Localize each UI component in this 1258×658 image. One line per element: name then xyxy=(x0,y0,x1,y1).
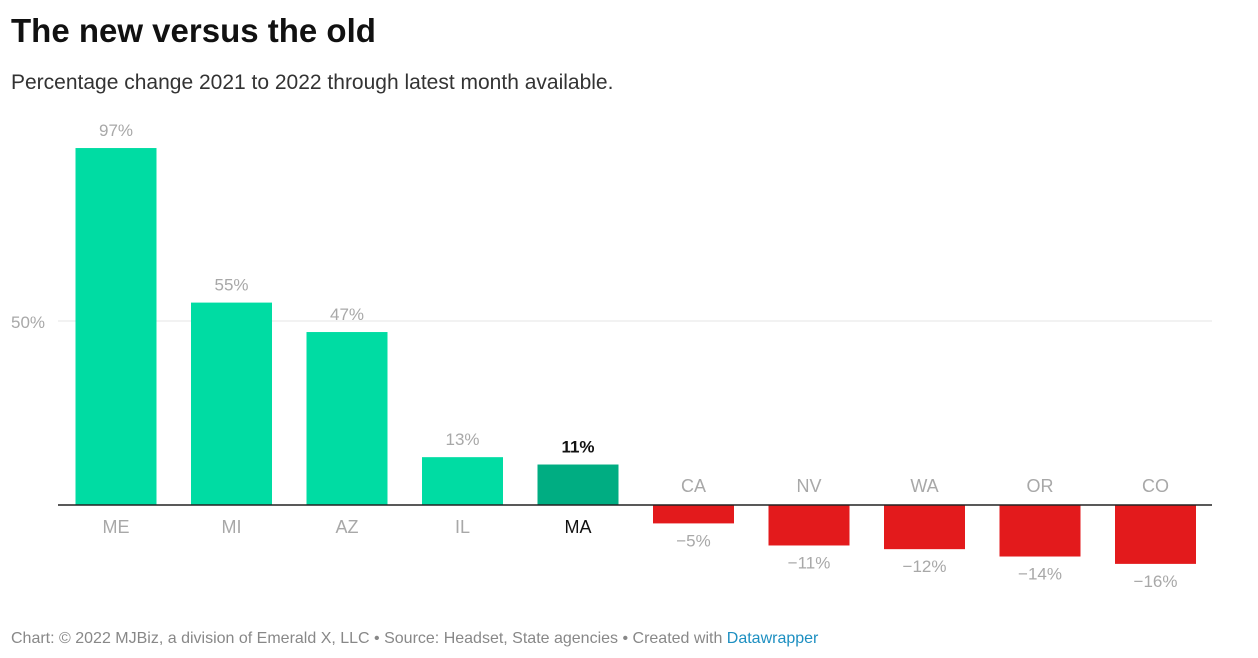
category-label-ma: MA xyxy=(565,517,592,537)
value-label-il: 13% xyxy=(445,430,479,449)
bar-il xyxy=(422,457,503,505)
category-label-az: AZ xyxy=(335,517,358,537)
bar-mi xyxy=(191,302,272,505)
value-label-mi: 55% xyxy=(214,276,248,295)
value-label-or: −14% xyxy=(1018,565,1062,584)
value-label-az: 47% xyxy=(330,305,364,324)
category-label-ca: CA xyxy=(681,476,706,496)
bar-wa xyxy=(884,505,965,550)
category-label-il: IL xyxy=(455,517,470,537)
value-label-ca: −5% xyxy=(676,531,711,550)
bar-or xyxy=(999,505,1081,557)
category-label-mi: MI xyxy=(222,517,242,537)
value-label-nv: −11% xyxy=(788,553,831,572)
bar-me xyxy=(75,148,157,506)
value-label-ma: 11% xyxy=(561,438,594,457)
y-tick-label: 50% xyxy=(11,313,45,332)
category-label-co: CO xyxy=(1142,476,1169,496)
bar-az xyxy=(306,332,388,505)
bar-co xyxy=(1115,505,1196,564)
category-label-or: OR xyxy=(1027,476,1054,496)
value-label-wa: −12% xyxy=(903,557,947,576)
footer-credit: Chart: © 2022 MJBiz, a division of Emera… xyxy=(11,630,727,647)
chart-footer: Chart: © 2022 MJBiz, a division of Emera… xyxy=(11,630,818,648)
bar-nv xyxy=(768,505,850,546)
category-label-wa: WA xyxy=(910,476,938,496)
value-label-co: −16% xyxy=(1134,572,1178,591)
bar-ma xyxy=(537,464,619,505)
category-label-me: ME xyxy=(103,517,130,537)
chart-subtitle: Percentage change 2021 to 2022 through l… xyxy=(11,71,614,94)
bar-ca xyxy=(653,505,734,524)
category-label-nv: NV xyxy=(796,476,821,496)
datawrapper-link[interactable]: Datawrapper xyxy=(726,630,819,647)
value-label-me: 97% xyxy=(99,121,133,140)
chart-title: The new versus the old xyxy=(11,12,376,49)
